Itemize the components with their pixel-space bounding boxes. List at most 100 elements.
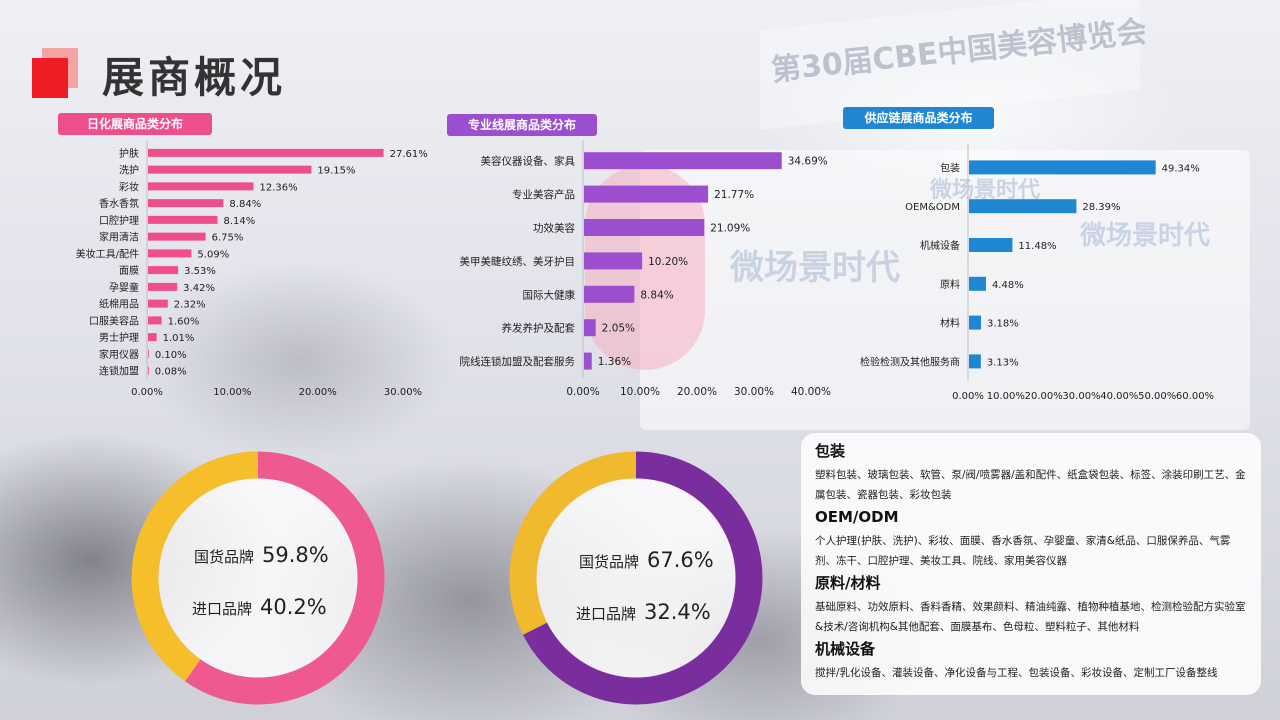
supply-chart-tag: 供应链展商品类分布 bbox=[843, 107, 994, 129]
donut2-center bbox=[536, 478, 736, 678]
info-body-packaging: 塑料包装、玻璃包装、软管、泵/阀/喷雾器/盖和配件、纸盒袋包装、标签、涂装印刷工… bbox=[815, 469, 1246, 501]
daily-category-label: 洗护 bbox=[119, 164, 139, 177]
pro-value-label: 34.69% bbox=[788, 156, 828, 168]
daily-value-label: 0.10% bbox=[155, 350, 187, 361]
donut1-slice bbox=[131, 451, 259, 682]
daily-value-label: 3.42% bbox=[183, 283, 215, 294]
daily-value-label: 12.36% bbox=[259, 182, 297, 193]
donut2-import-name: 进口品牌 bbox=[576, 605, 637, 623]
background-screen bbox=[640, 150, 1250, 430]
donut1-domestic-name: 国货品牌 bbox=[194, 548, 255, 566]
donut1-label-domestic: 国货品牌 59.8% bbox=[194, 543, 329, 567]
daily-value-label: 5.09% bbox=[197, 249, 229, 260]
donut1-import-name: 进口品牌 bbox=[192, 600, 253, 618]
daily-category-label: 孕婴童 bbox=[109, 281, 139, 294]
pro-value-label: 1.36% bbox=[598, 356, 631, 368]
page-title: 展商概况 bbox=[102, 53, 287, 102]
daily-bar bbox=[148, 333, 157, 342]
title-mark-front bbox=[32, 58, 68, 98]
daily-bar bbox=[148, 199, 224, 208]
pro-bar bbox=[584, 219, 705, 236]
daily-value-label: 27.61% bbox=[390, 149, 428, 160]
daily-bar bbox=[148, 299, 168, 308]
daily-value-label: 0.08% bbox=[155, 367, 187, 378]
daily-bar bbox=[148, 349, 149, 358]
supply-tick-label: 40.00% bbox=[1100, 391, 1138, 402]
daily-bar bbox=[148, 282, 178, 291]
info-heading-machinery: 机械设备 bbox=[815, 640, 876, 658]
pro-category-label: 国际大健康 bbox=[523, 288, 576, 301]
pro-value-label: 21.77% bbox=[714, 189, 754, 201]
daily-bar bbox=[148, 266, 179, 275]
supply-value-label: 3.13% bbox=[987, 357, 1019, 368]
supply-tick-label: 10.00% bbox=[987, 391, 1025, 402]
supply-value-label: 11.48% bbox=[1018, 241, 1056, 252]
supply-value-label: 3.18% bbox=[987, 319, 1019, 330]
pro-bar bbox=[584, 185, 709, 203]
daily-category-label: 口腔护理 bbox=[99, 214, 139, 227]
supply-tick-label: 60.00% bbox=[1176, 391, 1214, 402]
pro-tick-label: 10.00% bbox=[620, 386, 660, 398]
info-body-oem: 个人护理(护肤、洗护)、彩妆、面膜、香水香氛、孕婴童、家清&纸品、口服保养品、气… bbox=[815, 535, 1231, 567]
supply-bar bbox=[969, 315, 982, 330]
donut1-slice bbox=[184, 451, 385, 705]
daily-tick-label: 10.00% bbox=[213, 387, 251, 398]
supply-tick-label: 0.00% bbox=[952, 391, 984, 402]
daily-category-label: 护肤 bbox=[119, 147, 139, 160]
daily-tick-label: 20.00% bbox=[299, 387, 337, 398]
donut2-slice bbox=[509, 451, 637, 635]
donut2-label-domestic: 国货品牌 67.6% bbox=[579, 548, 714, 572]
daily-value-label: 6.75% bbox=[212, 233, 244, 244]
daily-category-label: 家用清洁 bbox=[99, 231, 139, 244]
donut1-import-value: 40.2% bbox=[260, 595, 327, 619]
daily-value-label: 8.14% bbox=[223, 216, 255, 227]
pro-bar bbox=[584, 352, 592, 370]
donut1-label-import: 进口品牌 40.2% bbox=[192, 595, 327, 619]
info-heading-materials: 原料/材料 bbox=[815, 574, 881, 592]
daily-tick-label: 0.00% bbox=[131, 387, 163, 398]
supply-category-info-panel: 包装 塑料包装、玻璃包装、软管、泵/阀/喷雾器/盖和配件、纸盒袋包装、标签、涂装… bbox=[801, 433, 1261, 695]
donut2-domestic-value: 67.6% bbox=[647, 548, 714, 572]
pro-bar bbox=[584, 285, 635, 303]
donut2-label-import: 进口品牌 32.4% bbox=[576, 600, 711, 624]
pro-chart-tag: 专业线展商品类分布 bbox=[447, 114, 597, 136]
supply-category-label: 材料 bbox=[940, 317, 960, 330]
pro-category-label: 功效美容 bbox=[533, 222, 575, 235]
daily-value-label: 3.53% bbox=[184, 266, 216, 277]
pro-value-label: 21.09% bbox=[710, 223, 750, 235]
daily-category-label: 家用仪器 bbox=[99, 348, 139, 361]
daily-value-label: 1.01% bbox=[163, 333, 195, 344]
info-body-machinery: 搅拌/乳化设备、灌装设备、净化设备与工程、包装设备、彩妆设备、定制工厂设备整线 bbox=[815, 667, 1218, 679]
pro-category-label: 美甲美睫纹绣、美牙护目 bbox=[460, 255, 576, 268]
background-screen-text: 微场景时代 bbox=[730, 248, 900, 288]
daily-category-label: 连锁加盟 bbox=[99, 365, 139, 378]
supply-bar bbox=[969, 276, 986, 291]
daily-value-label: 1.60% bbox=[168, 316, 200, 327]
donut2-import-value: 32.4% bbox=[644, 600, 711, 624]
daily-category-label: 纸棉用品 bbox=[99, 298, 139, 311]
daily-value-label: 8.84% bbox=[229, 199, 261, 210]
background-screen-text-3: 微场景时代 bbox=[930, 178, 1041, 203]
daily-value-label: 19.15% bbox=[317, 166, 355, 177]
pro-category-label: 美容仪器设备、家具 bbox=[481, 155, 576, 168]
info-heading-packaging: 包装 bbox=[815, 442, 846, 460]
pro-bar bbox=[584, 252, 643, 270]
supply-tick-label: 30.00% bbox=[1062, 391, 1100, 402]
supply-category-label: 包装 bbox=[940, 161, 960, 174]
pro-bar bbox=[584, 152, 782, 170]
pro-category-label: 专业美容产品 bbox=[512, 188, 575, 201]
daily-value-label: 2.32% bbox=[174, 300, 206, 311]
pro-tick-label: 40.00% bbox=[791, 386, 831, 398]
pro-category-label: 养发养护及配套 bbox=[502, 322, 576, 335]
donut1-domestic-value: 59.8% bbox=[262, 543, 329, 567]
supply-category-label: 原料 bbox=[940, 278, 960, 291]
daily-category-label: 男士护理 bbox=[99, 331, 139, 344]
supply-bar bbox=[969, 238, 1013, 252]
donut2-slice bbox=[522, 451, 763, 705]
supply-bar bbox=[969, 199, 1077, 214]
pro-value-label: 2.05% bbox=[602, 323, 635, 335]
